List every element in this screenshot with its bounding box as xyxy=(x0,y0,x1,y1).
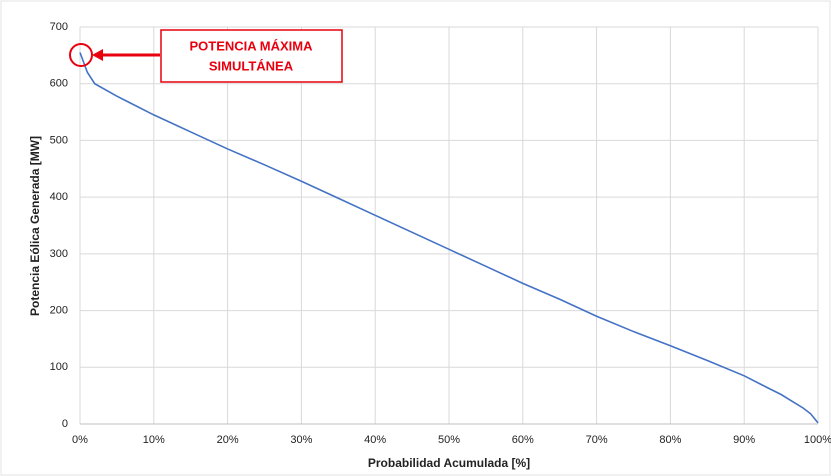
y-tick-label: 600 xyxy=(50,78,68,90)
x-tick-label: 50% xyxy=(438,434,460,446)
y-tick-label: 100 xyxy=(50,361,68,373)
y-tick-label: 300 xyxy=(50,248,68,260)
x-tick-label: 0% xyxy=(72,434,88,446)
y-tick-label: 500 xyxy=(50,134,68,146)
y-tick-label: 0 xyxy=(62,418,68,430)
annotation-line: SIMULTÁNEA xyxy=(209,58,294,73)
x-tick-label: 100% xyxy=(804,434,831,446)
x-tick-label: 70% xyxy=(586,434,608,446)
x-tick-label: 40% xyxy=(364,434,386,446)
annotation-line: POTENCIA MÁXIMA xyxy=(189,38,313,53)
x-tick-label: 80% xyxy=(659,434,681,446)
x-tick-label: 10% xyxy=(143,434,165,446)
y-tick-label: 700 xyxy=(50,21,68,33)
y-tick-label: 200 xyxy=(50,304,68,316)
x-tick-label: 20% xyxy=(217,434,239,446)
arrow-head xyxy=(92,49,103,61)
plot-area: 0 100 200 300 400 500 600 700 0% 10% 20% 30% 40% 50% 6… xyxy=(50,21,831,446)
y-tick-label: 400 xyxy=(50,191,68,203)
x-tick-label: 60% xyxy=(512,434,534,446)
x-axis-title: Probabilidad Acumulada [%] xyxy=(368,456,530,470)
data-line xyxy=(79,52,819,424)
y-axis-title: Potencia Eólica Generada [MW] xyxy=(28,136,42,316)
x-tick-label: 90% xyxy=(733,434,755,446)
annotation-box xyxy=(160,29,343,83)
x-tick-label: 30% xyxy=(290,434,312,446)
